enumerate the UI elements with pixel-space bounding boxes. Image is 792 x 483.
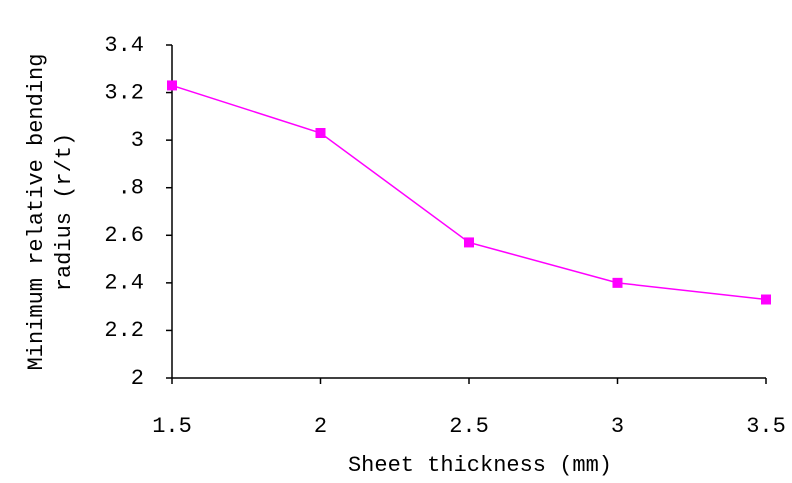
x-axis-label: Sheet thickness (mm) [348,453,612,478]
x-tick-label: 3.5 [746,414,786,439]
y-tick-label: 3 [131,128,144,153]
y-tick-label: 2 [131,366,144,391]
x-tick-label: 3 [611,414,624,439]
y-tick-label: 2.6 [104,223,144,248]
y-tick-label: .8 [118,176,144,201]
y-tick-label: 2.4 [104,271,144,296]
x-tick-label: 2 [314,414,327,439]
marker [167,80,177,91]
marker [612,277,623,288]
y-tick-label: 3.2 [104,80,144,105]
x-tick-label: 1.5 [152,414,192,439]
series-line [171,84,767,301]
y-tick-label: 2.2 [104,318,144,343]
marker [761,294,771,305]
y-axis-label: radius (r/t) [52,133,77,291]
y-axis-label: Minimum relative bending [24,54,49,371]
marker [464,237,474,248]
x-tick-label: 2.5 [449,414,489,439]
y-tick-label: 3.4 [104,33,144,58]
marker [315,128,326,139]
